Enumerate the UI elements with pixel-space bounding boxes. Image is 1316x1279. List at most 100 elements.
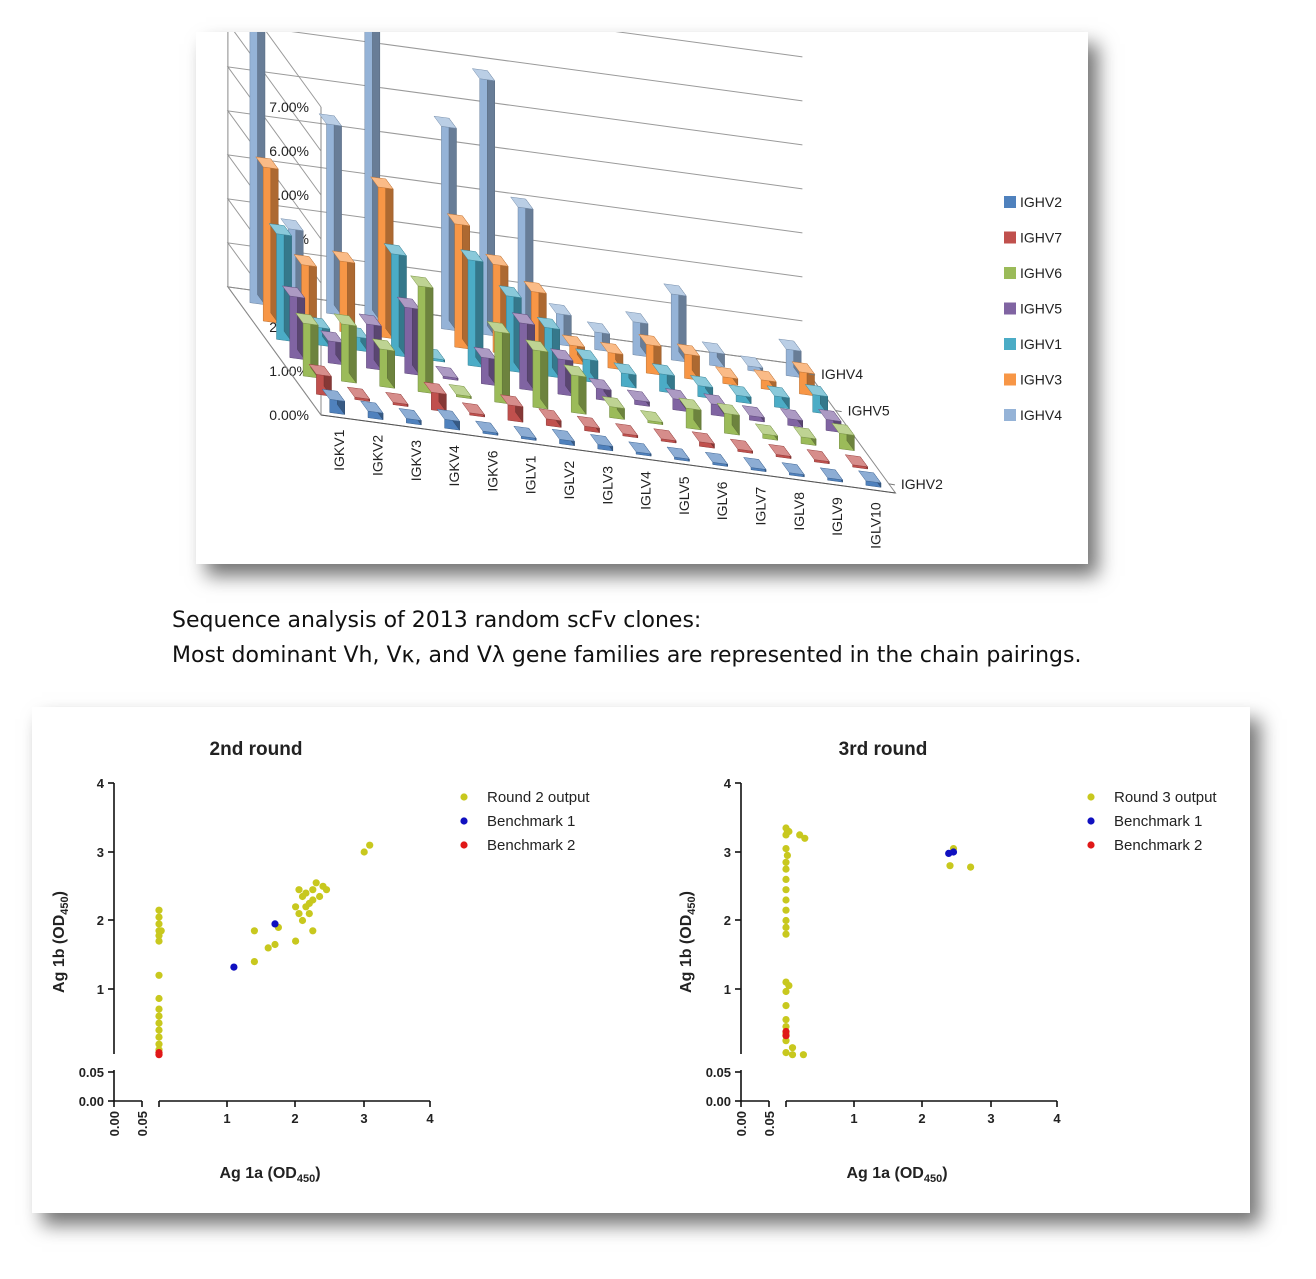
bar-ighv1-iglv5: [613, 362, 637, 389]
bar-ighv2-iglv5: [666, 446, 690, 463]
x-tick-label: 4: [426, 1111, 434, 1126]
data-point: [155, 1051, 163, 1059]
category-label: IGLV9: [829, 497, 845, 536]
legend-marker: [460, 793, 468, 801]
data-point: [782, 906, 790, 914]
chart-title: 3rd round: [839, 739, 928, 760]
data-point: [782, 1002, 790, 1010]
bar-ighv2-iglv1: [513, 425, 537, 442]
bar-ighv1-iglv9: [766, 385, 790, 410]
bar-ighv6-iglv7: [716, 402, 740, 436]
bar-ighv2-iglv8: [781, 462, 805, 478]
y-tick-label: 2: [97, 913, 104, 928]
bar-ighv6-iglv3: [563, 364, 587, 416]
bar-ighv4-iglv9: [739, 355, 764, 374]
bar-ighv7-iglv8: [768, 443, 792, 460]
bar-ighv6-iglv1: [486, 321, 511, 405]
legend-swatch: [1004, 231, 1016, 244]
bar-ighv6-iglv9: [793, 426, 817, 447]
data-point: [782, 858, 790, 866]
category-label: IGLV8: [791, 492, 807, 531]
bar-ighv4-igkv4: [356, 8, 381, 322]
data-point: [782, 930, 790, 938]
bar-ighv3-iglv8: [714, 366, 739, 387]
bar-ighv4-igkv3: [318, 113, 343, 316]
bar-ighv6-iglv4: [601, 396, 626, 421]
data-point: [322, 886, 331, 894]
data-point: [782, 987, 790, 996]
bar-ighv7-igkv2: [346, 386, 371, 403]
data-point: [782, 845, 790, 853]
data-point: [312, 879, 320, 887]
bar-ighv7-iglv2: [538, 408, 562, 429]
data-point: [782, 916, 790, 925]
data-point: [250, 958, 258, 966]
legend: Round 3 output Benchmark 1 Benchmark 2: [1087, 789, 1217, 854]
data-point: [309, 927, 317, 935]
category-label: IGLV4: [638, 471, 654, 510]
data-point: [799, 1051, 807, 1059]
bar-ighv5-iglv5: [626, 389, 651, 408]
bar-ighv2-iglv10: [857, 470, 882, 489]
y-tick-label: 0.05: [79, 1065, 104, 1080]
data-point: [155, 920, 163, 928]
legend-label: IGHV7: [1020, 230, 1062, 246]
depth-axis-label: IGHV2: [901, 476, 943, 492]
category-label: IGKV3: [408, 440, 424, 481]
y-tick-label: 4: [97, 776, 105, 791]
bar-ighv2-iglv4: [628, 441, 652, 457]
bar-ighv2-igkv2: [360, 400, 384, 421]
bar-ighv2-iglv6: [704, 451, 729, 468]
bar-ighv7-iglv3: [576, 415, 601, 434]
bar-ighv7-iglv9: [806, 449, 830, 465]
bar-ighv3-iglv7: [676, 343, 701, 381]
data-point: [298, 916, 307, 925]
legend-label: IGHV4: [1020, 407, 1062, 423]
bar-ighv6-iglv2: [524, 339, 549, 410]
bar-ighv7-igkv4: [423, 381, 447, 413]
series-round-2-output: [155, 841, 374, 1058]
legend-label: Benchmark 2: [1114, 837, 1202, 854]
x-axis-line: [320, 414, 896, 494]
category-label: IGKV6: [484, 450, 500, 491]
bar-ighv5-iglv9: [779, 408, 804, 428]
scatter-charts: 2nd round 0.00 0.05 1 2 3 4 0.00 0.05 1 2 3 4 Ag 1a (…: [51, 739, 1217, 1185]
data-point: [155, 913, 163, 921]
legend-marker: [460, 841, 468, 849]
legend-swatch: [1004, 373, 1016, 386]
y-tick-label: 4: [724, 776, 732, 791]
bar-ighv4-iglv10: [778, 338, 802, 379]
bar-ighv6-iglv10: [831, 422, 855, 452]
y-tick-label: 3: [97, 845, 104, 860]
data-point: [801, 834, 809, 842]
bar-ighv4-iglv8: [701, 341, 726, 368]
data-point: [295, 910, 303, 918]
x-tick-label: 3: [987, 1111, 994, 1126]
legend: Round 2 output Benchmark 1 Benchmark 2: [460, 789, 590, 854]
legend-label: Round 2 output: [487, 789, 590, 806]
data-point: [782, 1037, 790, 1045]
legend-label: IGHV1: [1020, 336, 1062, 352]
bar-ighv6-igkv2: [333, 313, 357, 384]
bar-ighv2-igkv1: [321, 388, 346, 416]
category-label: IGKV4: [446, 445, 462, 486]
legend-label: IGHV5: [1020, 301, 1062, 317]
scatter-chart-2: 3rd round 0.00 0.05 1 2 3 4 0.00 0.05 1 2 3 4 Ag 1a (…: [678, 739, 1217, 1185]
x-tick-label: 2: [918, 1111, 925, 1126]
x-tick-label: 0.00: [734, 1111, 749, 1136]
bar-ighv7-iglv5: [653, 428, 677, 444]
bar-ighv6-igkv1: [295, 312, 319, 379]
bar-ighv6-igkv4: [410, 275, 434, 395]
legend-swatch: [1004, 267, 1016, 279]
x-axis-label: Ag 1a (OD450): [219, 1165, 320, 1185]
bar-ighv7-igkv6: [461, 402, 486, 418]
x-tick-label: 1: [850, 1111, 857, 1126]
data-point: [155, 971, 163, 979]
data-point: [782, 875, 790, 883]
data-point: [782, 865, 790, 873]
bar-ighv4-iglv3: [510, 196, 534, 342]
x-tick-label: 0.05: [135, 1111, 150, 1136]
data-point: [782, 1032, 790, 1040]
scatter-chart-1: 2nd round 0.00 0.05 1 2 3 4 0.00 0.05 1 2 3 4 Ag 1a (…: [51, 739, 590, 1185]
bar-ighv2-iglv7: [743, 457, 767, 473]
